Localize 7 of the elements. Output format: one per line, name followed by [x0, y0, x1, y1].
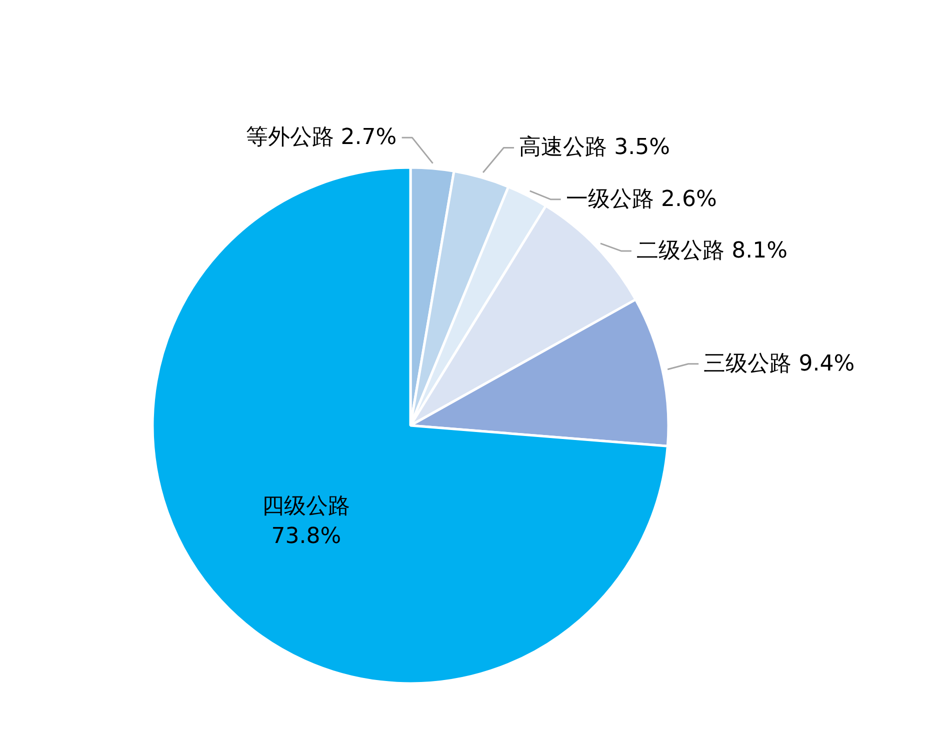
data-label: 73.8%	[271, 524, 342, 550]
slice-label: 二级公路 8.1%	[636, 238, 788, 264]
slice-label: 一级公路 2.6%	[566, 186, 717, 212]
slice-label: 四级公路	[262, 494, 350, 520]
slice-label: 三级公路 9.4%	[704, 351, 855, 376]
slice-label: 等外公路 2.7%	[246, 125, 397, 150]
slice-label: 高速公路 3.5%	[519, 135, 670, 160]
